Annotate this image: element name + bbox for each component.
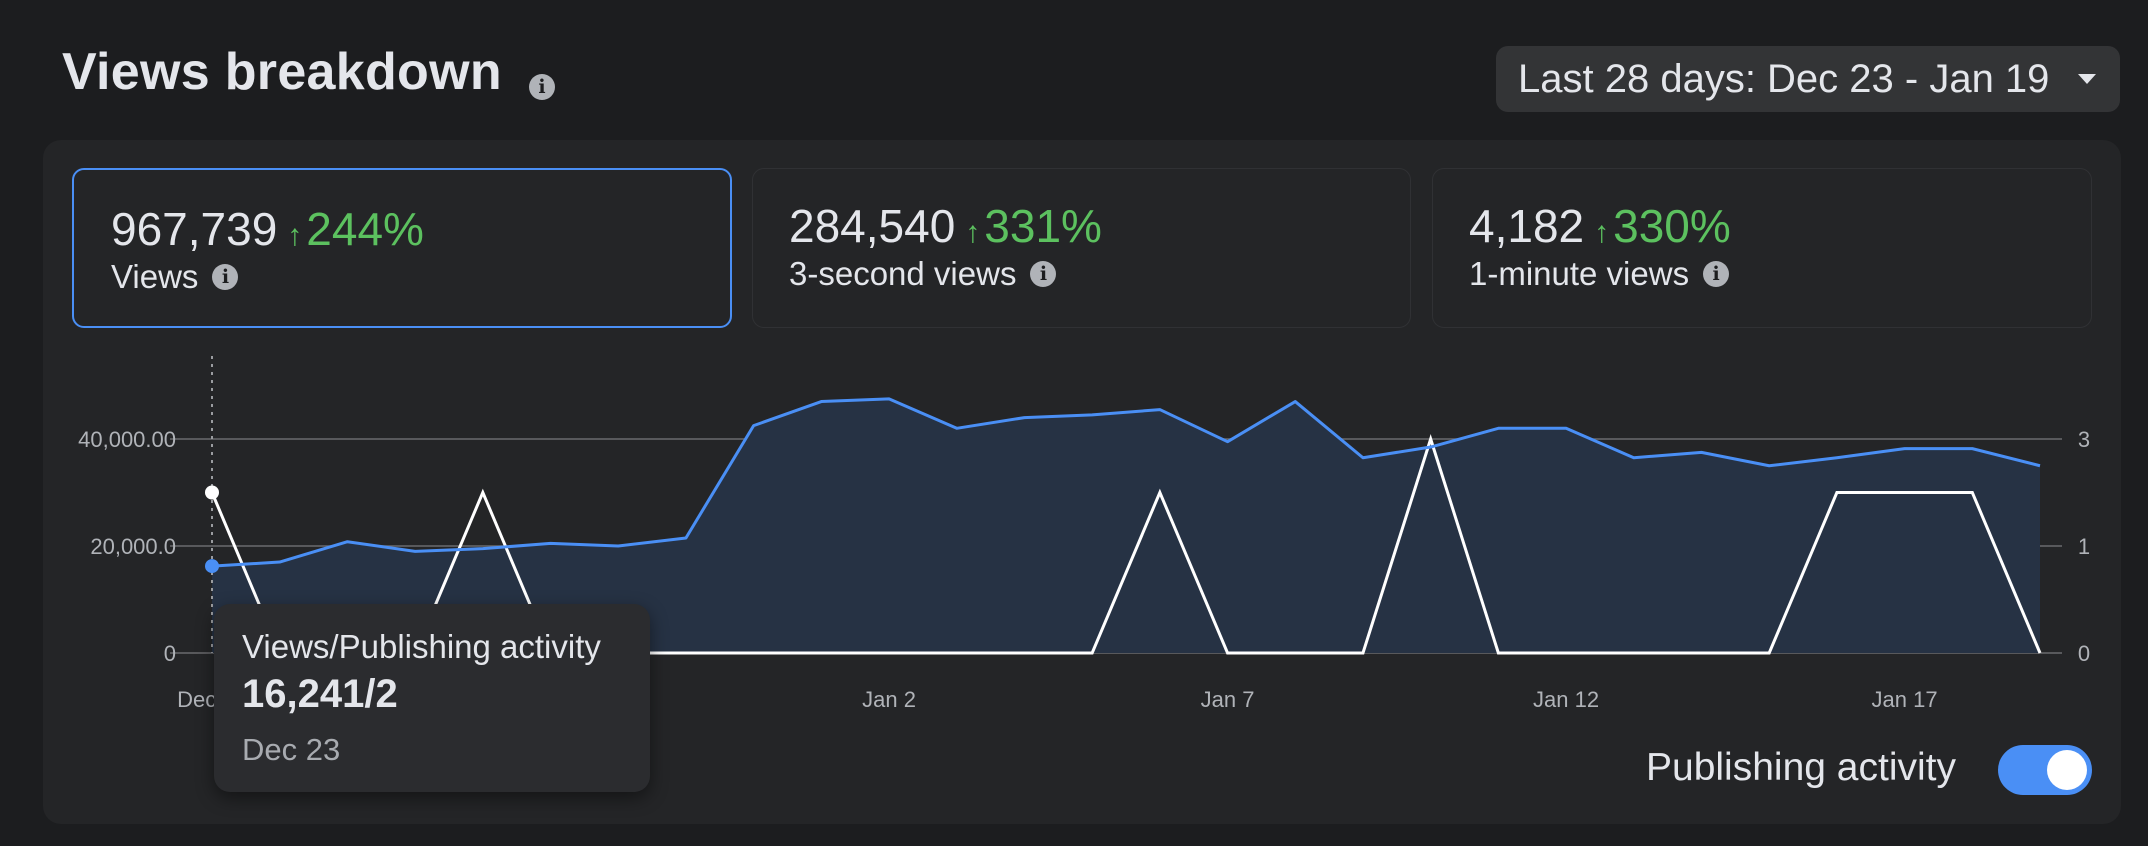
caret-down-icon bbox=[2078, 74, 2096, 84]
hover-point-publishing-activity bbox=[205, 485, 219, 500]
date-range-dropdown[interactable]: Last 28 days: Dec 23 - Jan 19 bbox=[1496, 46, 2120, 112]
views-area bbox=[212, 398, 2040, 653]
page-title: Views breakdown bbox=[62, 43, 502, 101]
metric-change: 244% bbox=[306, 203, 424, 255]
metric-change: 331% bbox=[984, 200, 1102, 252]
tooltip-value: 16,241/2 bbox=[242, 672, 398, 716]
y-axis-left-tick-label: 0 bbox=[164, 641, 176, 666]
publishing-activity-toggle[interactable] bbox=[1998, 745, 2092, 795]
y-axis-right-tick-label: 0 bbox=[2078, 641, 2090, 666]
arrow-up-icon: ↑ bbox=[965, 216, 981, 249]
y-axis-left-tick-label: 20,000.0 bbox=[90, 534, 176, 559]
metric-value: 284,540 bbox=[789, 200, 956, 252]
info-icon[interactable]: i bbox=[529, 74, 555, 100]
y-axis-right-tick-label: 1 bbox=[2078, 534, 2090, 559]
x-axis-tick-label: Jan 7 bbox=[1201, 687, 1255, 712]
y-axis-right-tick-label: 3 bbox=[2078, 427, 2090, 452]
x-axis-tick-label: Jan 12 bbox=[1533, 687, 1599, 712]
arrow-up-icon: ↑ bbox=[287, 219, 303, 252]
arrow-up-icon: ↑ bbox=[1594, 216, 1610, 249]
x-axis-tick-label: Jan 2 bbox=[862, 687, 916, 712]
metric-change: 330% bbox=[1613, 200, 1731, 252]
info-icon[interactable]: i bbox=[1703, 261, 1730, 287]
metric-value: 967,739 bbox=[111, 203, 278, 255]
series-line-publishing-activity bbox=[210, 434, 2042, 655]
metric-card-1-minute-views[interactable]: 4,182 ↑ 330% 1-minute views i bbox=[1432, 168, 2092, 328]
metric-label: Views bbox=[111, 258, 199, 295]
info-icon[interactable]: i bbox=[212, 264, 239, 290]
chart-tooltip: Views/Publishing activity 16,241/2 Dec 2… bbox=[214, 604, 650, 792]
x-axis-tick-label: Jan 17 bbox=[1872, 687, 1938, 712]
toggle-knob bbox=[2047, 750, 2087, 790]
metric-label: 1-minute views bbox=[1469, 255, 1690, 292]
tooltip-date: Dec 23 bbox=[242, 732, 341, 767]
metric-label: 3-second views bbox=[789, 255, 1017, 292]
date-range-label: Last 28 days: Dec 23 - Jan 19 bbox=[1518, 56, 2050, 101]
tooltip-title: Views/Publishing activity bbox=[242, 628, 601, 665]
metric-value: 4,182 bbox=[1469, 200, 1585, 252]
hover-point-views bbox=[205, 559, 219, 574]
publishing-activity-label: Publishing activity bbox=[1646, 746, 1956, 789]
y-axis-left-tick-label: 40,000.00 bbox=[78, 427, 176, 452]
series-line-views bbox=[211, 397, 2041, 568]
metric-card-3-second-views[interactable]: 284,540 ↑ 331% 3-second views i bbox=[752, 168, 1411, 328]
metric-card-views[interactable]: 967,739 ↑ 244% Views i bbox=[72, 168, 732, 328]
info-icon[interactable]: i bbox=[1030, 261, 1057, 287]
